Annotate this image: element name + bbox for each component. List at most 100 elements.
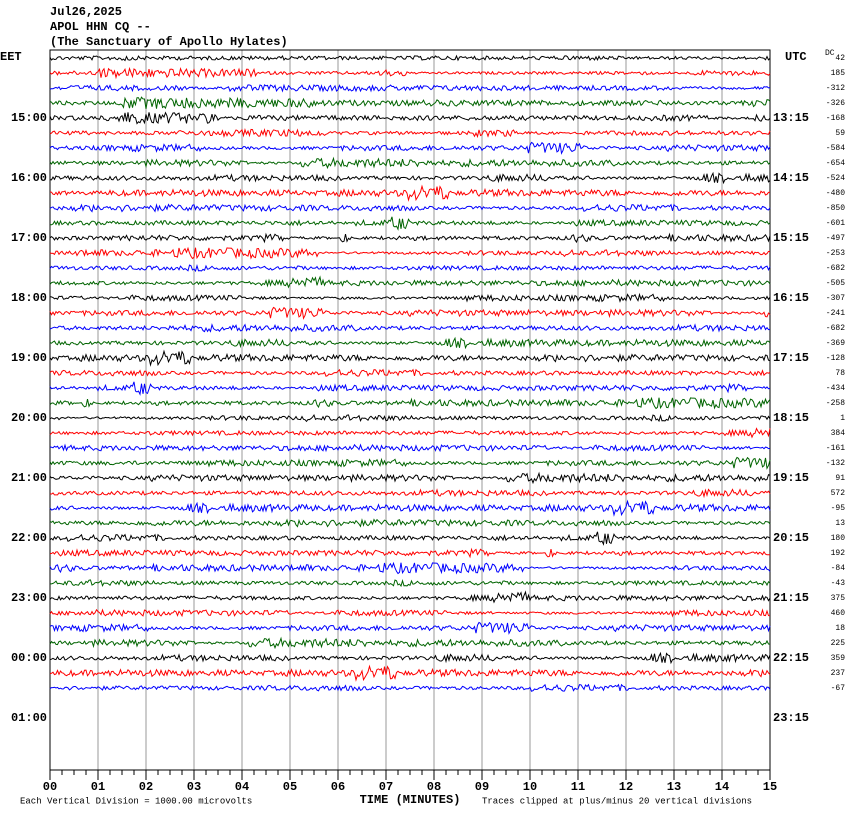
dc-value: 13	[835, 519, 845, 528]
trace	[49, 83, 771, 93]
right-time: 13:15	[773, 111, 809, 125]
left-time: 23:00	[11, 591, 47, 605]
trace	[49, 590, 771, 604]
dc-value: -480	[826, 189, 845, 198]
trace	[49, 664, 771, 682]
x-tick-label: 12	[619, 780, 633, 794]
right-time: 17:15	[773, 351, 809, 365]
dc-value: -43	[831, 579, 846, 588]
dc-value: -258	[826, 399, 845, 408]
right-time: 23:15	[773, 711, 809, 725]
dc-value: -132	[826, 459, 845, 468]
left-time: 15:00	[11, 111, 47, 125]
trace	[49, 96, 771, 110]
x-tick-label: 15	[763, 780, 777, 794]
dc-value: 384	[831, 429, 846, 438]
left-time: 19:00	[11, 351, 47, 365]
trace	[49, 561, 771, 575]
trace	[49, 184, 771, 202]
dc-value: -434	[826, 384, 845, 393]
dc-value: 375	[831, 594, 846, 603]
trace	[49, 171, 771, 185]
dc-label: DC	[825, 49, 835, 58]
x-tick-label: 10	[523, 780, 537, 794]
dc-value: -95	[831, 504, 846, 513]
trace	[49, 306, 771, 320]
title-line: APOL HHN CQ --	[50, 20, 151, 34]
dc-value: -601	[826, 219, 845, 228]
dc-value: -682	[826, 324, 845, 333]
dc-value: -128	[826, 354, 845, 363]
x-tick-label: 07	[379, 780, 393, 794]
trace	[49, 246, 771, 260]
dc-value: 1	[840, 414, 845, 423]
trace	[49, 232, 771, 244]
x-tick-label: 13	[667, 780, 681, 794]
left-time: 18:00	[11, 291, 47, 305]
x-tick-label: 05	[283, 780, 297, 794]
dc-value: -497	[826, 234, 845, 243]
right-time: 18:15	[773, 411, 809, 425]
dc-value: 18	[835, 624, 845, 633]
dc-value: -253	[826, 249, 845, 258]
trace	[49, 518, 771, 528]
dc-value: -524	[826, 174, 845, 183]
dc-value: 91	[835, 474, 845, 483]
right-time: 16:15	[773, 291, 809, 305]
x-axis-label: TIME (MINUTES)	[360, 793, 461, 807]
trace	[49, 264, 771, 273]
trace	[49, 156, 771, 170]
dc-value: 42	[835, 54, 845, 63]
trace	[49, 66, 771, 80]
trace	[49, 621, 771, 635]
dc-value: -161	[826, 444, 845, 453]
trace	[49, 488, 771, 499]
left-time: 01:00	[11, 711, 47, 725]
dc-value: -84	[831, 564, 846, 573]
footnote: Each Vertical Division = 1000.00 microvo…	[20, 796, 252, 806]
left-time: 17:00	[11, 231, 47, 245]
trace	[49, 368, 771, 377]
left-time: 00:00	[11, 651, 47, 665]
trace	[49, 471, 771, 485]
left-time: 22:00	[11, 531, 47, 545]
x-tick-label: 00	[43, 780, 57, 794]
x-tick-label: 03	[187, 780, 201, 794]
footnote: Traces clipped at plus/minus 20 vertical…	[482, 796, 752, 806]
dc-value: -584	[826, 144, 845, 153]
dc-value: 237	[831, 669, 846, 678]
trace	[49, 111, 771, 125]
dc-value: 572	[831, 489, 846, 498]
x-tick-label: 08	[427, 780, 441, 794]
dc-value: -369	[826, 339, 845, 348]
dc-value: -682	[826, 264, 845, 273]
right-time: 20:15	[773, 531, 809, 545]
x-tick-label: 14	[715, 780, 729, 794]
trace	[49, 292, 771, 303]
x-tick-label: 11	[571, 780, 585, 794]
right-time: 22:15	[773, 651, 809, 665]
trace	[49, 651, 771, 665]
plot-frame	[49, 49, 771, 771]
trace	[50, 547, 771, 559]
trace	[49, 608, 771, 618]
trace	[49, 456, 771, 470]
trace	[49, 349, 771, 367]
x-tick-label: 06	[331, 780, 345, 794]
x-tick-label: 09	[475, 780, 489, 794]
trace	[49, 427, 771, 439]
left-time: 16:00	[11, 171, 47, 185]
trace	[49, 323, 771, 333]
trace	[49, 396, 771, 410]
x-tick-label: 04	[235, 780, 249, 794]
dc-value: -505	[826, 279, 845, 288]
dc-value: -168	[826, 114, 845, 123]
left-time: 21:00	[11, 471, 47, 485]
x-tick-label: 02	[139, 780, 153, 794]
trace	[49, 216, 771, 231]
dc-value: 225	[831, 639, 846, 648]
title-line: Jul26,2025	[50, 5, 122, 19]
dc-value: -326	[826, 99, 845, 108]
dc-value: 185	[831, 69, 846, 78]
